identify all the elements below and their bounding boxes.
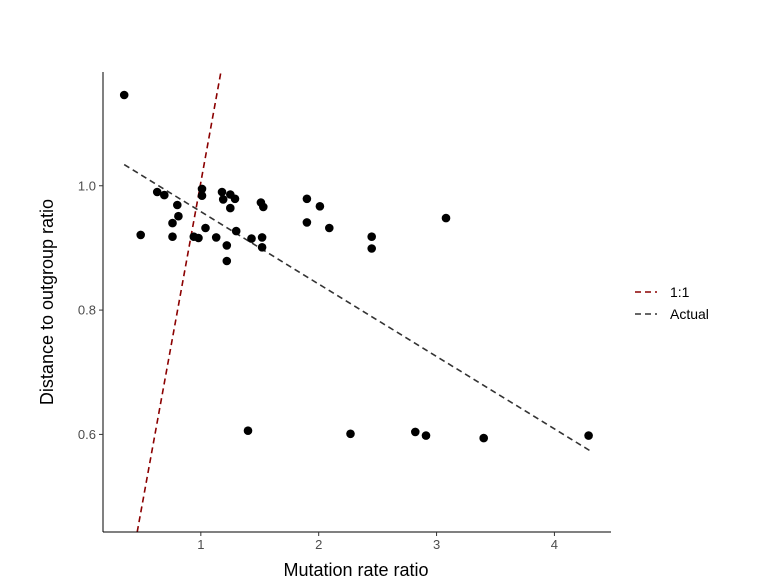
data-point xyxy=(152,187,162,197)
data-point xyxy=(231,226,241,236)
data-point xyxy=(136,230,145,240)
data-point xyxy=(222,241,232,250)
data-point xyxy=(243,426,253,436)
y-axis-title: Distance to outgroup ratio xyxy=(37,199,57,405)
data-point xyxy=(479,433,489,443)
x-tick-label: 3 xyxy=(433,537,440,552)
data-point xyxy=(194,233,203,243)
data-point xyxy=(257,243,267,252)
data-point xyxy=(247,234,256,243)
data-point xyxy=(411,427,420,437)
legend: 1:1 Actual xyxy=(635,284,709,322)
data-point xyxy=(346,429,355,439)
data-point xyxy=(197,191,207,200)
legend-label-0: 1:1 xyxy=(670,284,690,300)
x-axis-ticks: 1 2 3 4 xyxy=(197,532,558,552)
fit-lines xyxy=(123,72,591,532)
y-tick-label: 0.8 xyxy=(78,303,96,318)
data-point xyxy=(173,200,182,210)
data-point xyxy=(168,232,177,241)
data-point xyxy=(168,218,177,228)
data-point xyxy=(218,195,228,204)
data-point xyxy=(259,202,268,212)
data-point xyxy=(230,194,240,204)
data-point xyxy=(174,211,183,221)
data-point xyxy=(201,223,210,233)
x-tick-label: 4 xyxy=(551,537,558,552)
data-point xyxy=(302,218,312,227)
data-point xyxy=(441,213,451,223)
data-points xyxy=(119,90,593,443)
data-point xyxy=(367,232,377,241)
data-point xyxy=(421,431,431,440)
data-point xyxy=(217,187,227,197)
data-point xyxy=(315,202,325,211)
data-point xyxy=(160,190,169,200)
data-point xyxy=(367,244,377,253)
legend-label-1: Actual xyxy=(670,306,709,322)
data-point xyxy=(325,223,334,233)
data-point xyxy=(197,184,207,194)
y-axis-ticks: 0.6 0.8 1.0 xyxy=(78,178,103,442)
fit-line-0 xyxy=(136,72,222,532)
data-point xyxy=(119,90,129,100)
data-point xyxy=(211,233,221,242)
x-tick-label: 2 xyxy=(315,537,322,552)
y-tick-label: 0.6 xyxy=(78,427,96,442)
y-tick-label: 1.0 xyxy=(78,178,96,193)
x-tick-label: 1 xyxy=(197,537,204,552)
x-axis-title: Mutation rate ratio xyxy=(283,560,428,580)
data-point xyxy=(584,431,593,440)
fit-line-1 xyxy=(123,163,591,452)
data-point xyxy=(257,233,267,242)
data-point xyxy=(222,256,232,266)
data-point xyxy=(302,194,312,204)
data-point xyxy=(226,203,235,213)
